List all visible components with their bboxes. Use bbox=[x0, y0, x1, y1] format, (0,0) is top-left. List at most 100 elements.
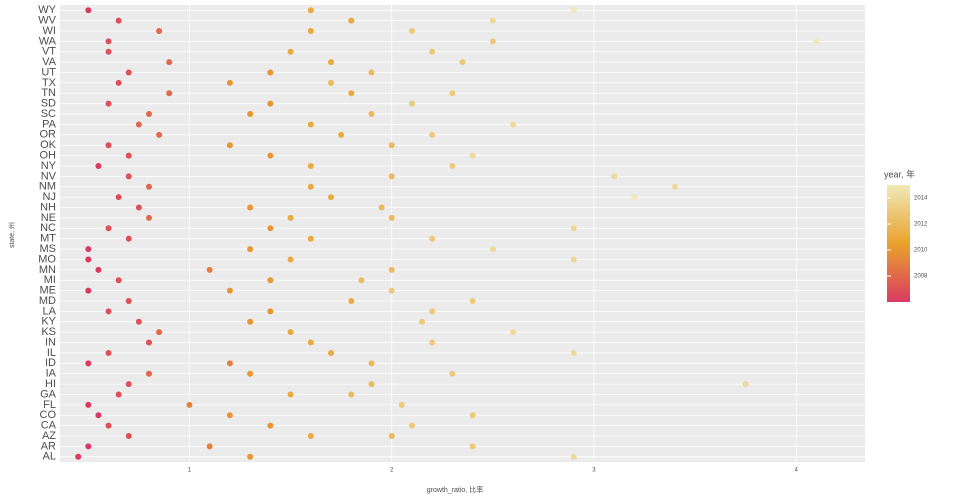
point bbox=[85, 401, 92, 408]
y-tick-label: OK bbox=[40, 139, 57, 151]
point bbox=[570, 225, 577, 232]
point bbox=[469, 412, 476, 419]
point bbox=[348, 90, 355, 97]
point bbox=[115, 17, 122, 24]
point bbox=[135, 121, 142, 128]
point bbox=[105, 48, 112, 55]
legend-label: 2012 bbox=[914, 222, 928, 228]
point bbox=[368, 360, 375, 367]
point bbox=[388, 287, 395, 294]
y-tick-label: SD bbox=[41, 98, 56, 110]
point bbox=[368, 69, 375, 76]
point bbox=[166, 90, 173, 97]
point bbox=[247, 111, 254, 118]
point bbox=[156, 27, 163, 34]
y-tick-label: MD bbox=[39, 295, 56, 307]
point bbox=[358, 277, 365, 284]
legend-label: 2014 bbox=[914, 196, 928, 202]
point bbox=[287, 329, 294, 336]
point bbox=[449, 370, 456, 377]
point bbox=[408, 100, 415, 107]
y-tick-label: MS bbox=[40, 243, 57, 255]
point bbox=[469, 298, 476, 305]
point bbox=[226, 142, 233, 149]
point bbox=[328, 79, 335, 86]
y-tick-label: PA bbox=[42, 118, 57, 130]
point bbox=[307, 162, 314, 169]
point bbox=[226, 360, 233, 367]
y-tick-label: OR bbox=[40, 129, 57, 141]
point bbox=[156, 329, 163, 336]
point bbox=[307, 433, 314, 440]
point bbox=[307, 7, 314, 14]
point bbox=[206, 266, 213, 273]
point bbox=[267, 308, 274, 315]
y-tick-label: ME bbox=[40, 285, 57, 297]
point bbox=[125, 69, 132, 76]
point bbox=[287, 48, 294, 55]
y-tick-label: IN bbox=[45, 336, 56, 348]
point bbox=[459, 59, 466, 66]
y-tick-label: AZ bbox=[42, 430, 56, 442]
point bbox=[287, 214, 294, 221]
y-tick-label: VA bbox=[42, 56, 57, 68]
point bbox=[166, 59, 173, 66]
point bbox=[226, 287, 233, 294]
point bbox=[226, 79, 233, 86]
point bbox=[307, 235, 314, 242]
y-tick-label: MO bbox=[38, 253, 56, 265]
point bbox=[135, 318, 142, 325]
point bbox=[328, 349, 335, 356]
y-tick-label: LA bbox=[43, 305, 57, 317]
point bbox=[307, 27, 314, 34]
point bbox=[85, 360, 92, 367]
point bbox=[368, 111, 375, 118]
y-tick-label: WY bbox=[38, 4, 56, 16]
point bbox=[125, 152, 132, 159]
y-tick-label: NY bbox=[41, 160, 57, 172]
y-tick-label: WA bbox=[39, 35, 57, 47]
y-tick-label: MT bbox=[40, 233, 56, 245]
point bbox=[125, 298, 132, 305]
y-tick-label: OH bbox=[40, 150, 57, 162]
point bbox=[85, 246, 92, 253]
point bbox=[85, 287, 92, 294]
y-tick-label: TX bbox=[42, 77, 57, 89]
point bbox=[419, 318, 426, 325]
point bbox=[95, 412, 102, 419]
point bbox=[145, 111, 152, 118]
point bbox=[429, 131, 436, 138]
point bbox=[338, 131, 345, 138]
point bbox=[105, 225, 112, 232]
point bbox=[328, 194, 335, 201]
point bbox=[388, 433, 395, 440]
y-tick-label: IL bbox=[47, 347, 56, 359]
y-tick-label: NC bbox=[40, 222, 56, 234]
y-tick-label: AR bbox=[41, 440, 56, 452]
point bbox=[105, 422, 112, 429]
point bbox=[449, 90, 456, 97]
point bbox=[267, 152, 274, 159]
y-tick-label: NM bbox=[39, 181, 56, 193]
point bbox=[348, 298, 355, 305]
point bbox=[85, 443, 92, 450]
legend-label: 2010 bbox=[914, 248, 928, 254]
point bbox=[156, 131, 163, 138]
point bbox=[247, 246, 254, 253]
y-tick-label: CA bbox=[41, 420, 57, 432]
point bbox=[388, 266, 395, 273]
point bbox=[226, 412, 233, 419]
point bbox=[135, 204, 142, 211]
point bbox=[145, 214, 152, 221]
point bbox=[742, 381, 749, 388]
point bbox=[570, 7, 577, 14]
point bbox=[469, 443, 476, 450]
point bbox=[671, 183, 678, 190]
point bbox=[408, 27, 415, 34]
point bbox=[469, 152, 476, 159]
y-tick-label: ID bbox=[45, 357, 56, 369]
point bbox=[429, 308, 436, 315]
point bbox=[408, 422, 415, 429]
y-tick-label: MN bbox=[39, 264, 56, 276]
